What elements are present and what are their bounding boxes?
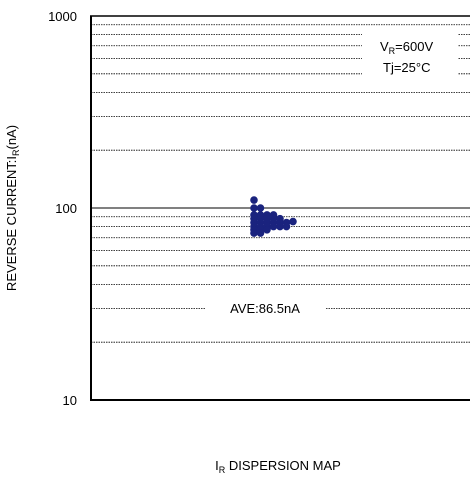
voltage-condition-main: V [380,39,389,54]
y-axis-label: REVERSE CURRENT:IR(nA) [4,125,21,291]
data-point [250,196,258,204]
y-tick-label-100: 100 [55,201,77,216]
average-label: AVE:86.5nA [230,301,300,316]
voltage-condition-subscript: R [389,46,396,56]
data-points [250,196,297,237]
temperature-condition-label: Tj=25°C [383,60,430,75]
data-point [263,225,271,234]
data-point [289,217,297,226]
chart-caption-subscript: R [219,465,226,475]
y-axis-label-subscript: R [11,149,21,156]
y-tick-label-1000: 1000 [48,9,77,24]
chart-caption-main: I [215,458,219,473]
average-label-box [205,296,325,320]
y-axis-label-unit: (nA) [4,125,19,150]
chart-caption-rest: DISPERSION MAP [225,458,341,473]
chart-caption: IR DISPERSION MAP [215,458,341,475]
y-axis-label-main: REVERSE CURRENT:I [4,156,19,291]
data-point [250,204,258,212]
data-point [282,222,291,231]
voltage-condition-label: VR=600V [380,39,433,56]
data-point [256,229,265,237]
y-tick-label-10: 10 [63,393,77,408]
condition-label-box [362,32,458,76]
data-point [276,222,284,231]
data-point [269,222,278,231]
data-point [256,204,265,212]
voltage-condition-value: =600V [395,39,433,54]
data-point [250,229,258,237]
